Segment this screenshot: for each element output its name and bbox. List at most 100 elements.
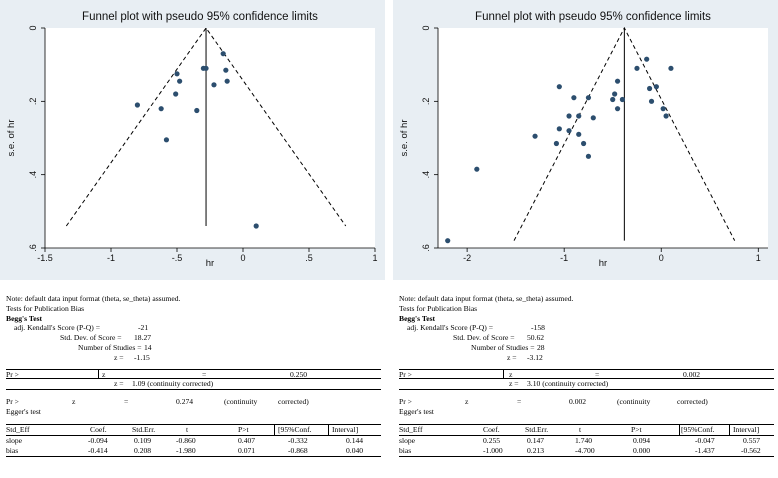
n-value: 14 bbox=[144, 342, 152, 352]
study-point bbox=[619, 96, 626, 103]
egger-header-row: Std_Eff Coef. Std.Err. t P>t [95%Conf. I… bbox=[6, 423, 381, 436]
x-tick-label: 1 bbox=[756, 253, 761, 263]
x-tick-label: -2 bbox=[463, 253, 471, 263]
study-point bbox=[174, 71, 180, 77]
x-tick-label: -.5 bbox=[172, 253, 183, 263]
study-point bbox=[610, 96, 616, 103]
col-header-0: Std_Eff bbox=[399, 424, 423, 434]
cell: 1.740 bbox=[575, 435, 593, 445]
x-tick-label: -1 bbox=[560, 253, 568, 263]
cell: slope bbox=[6, 435, 23, 445]
tests-title: Tests for Publication Bias bbox=[399, 303, 478, 313]
study-point bbox=[194, 107, 200, 114]
sd-label: Std. Dev. of Score = bbox=[60, 333, 122, 343]
cell: -0.332 bbox=[288, 435, 308, 445]
pr1-value: 0.002 bbox=[683, 369, 701, 379]
cell: 0.407 bbox=[238, 435, 256, 445]
pr2-cc1: (continuity bbox=[224, 397, 258, 407]
cell: -1.437 bbox=[695, 445, 715, 455]
study-point bbox=[556, 84, 562, 90]
cell: -0.868 bbox=[288, 445, 308, 455]
study-points bbox=[134, 51, 259, 229]
y-tick-label: .4 bbox=[421, 171, 431, 179]
y-tick-label: .2 bbox=[28, 98, 38, 106]
study-point bbox=[653, 84, 659, 90]
col-header-6: Interval] bbox=[332, 424, 359, 434]
n-label: Number of Studies = bbox=[471, 342, 535, 352]
cell: -0.047 bbox=[695, 435, 715, 445]
egger-header-row: Std_Eff Coef. Std.Err. t P>t [95%Conf. I… bbox=[399, 423, 774, 436]
study-point bbox=[576, 113, 582, 119]
study-point bbox=[648, 98, 655, 104]
kendall-value: -158 bbox=[531, 323, 545, 333]
cell: 0.000 bbox=[633, 445, 651, 455]
pr2-label: Pr > bbox=[6, 397, 19, 407]
cell: slope bbox=[399, 435, 416, 445]
study-point bbox=[634, 65, 640, 71]
sd-value: 18.27 bbox=[134, 333, 152, 343]
stats-left: Note: default data input format (theta, … bbox=[6, 294, 381, 457]
study-point bbox=[158, 106, 164, 112]
y-axis-label: s.e. of hr bbox=[399, 120, 410, 157]
study-point bbox=[646, 85, 653, 92]
cell: -0.414 bbox=[88, 445, 108, 455]
col-header-4: P>t bbox=[238, 424, 249, 434]
cc-z-value: 3.10 (continuity corrected) bbox=[527, 379, 609, 389]
pr2-value: 0.274 bbox=[176, 397, 194, 407]
cell: 0.208 bbox=[134, 445, 152, 455]
confidence-funnel bbox=[65, 27, 347, 227]
study-point bbox=[612, 91, 618, 97]
note-text: Note: default data input format (theta, … bbox=[6, 294, 181, 303]
study-point bbox=[163, 137, 170, 143]
col-header-3: t bbox=[579, 424, 582, 434]
y-axis-label: s.e. of hr bbox=[6, 120, 17, 157]
n-label: Number of Studies = bbox=[78, 342, 142, 352]
x-tick-label: -1 bbox=[107, 253, 115, 263]
x-tick-label: 0 bbox=[659, 253, 664, 263]
cell: 0.144 bbox=[346, 435, 364, 445]
study-point bbox=[614, 78, 621, 84]
study-point bbox=[173, 91, 179, 97]
study-point bbox=[614, 106, 621, 112]
table-row: slope -0.094 0.109 -0.860 0.407 -0.332 0… bbox=[6, 436, 381, 446]
study-point bbox=[571, 95, 577, 101]
tests-title: Tests for Publication Bias bbox=[6, 303, 85, 313]
study-point bbox=[553, 140, 560, 147]
egger-title: Egger's test bbox=[399, 407, 434, 417]
col-header-1: Coef. bbox=[483, 424, 500, 434]
cell: -0.094 bbox=[88, 435, 108, 445]
y-tick-label: .6 bbox=[421, 244, 431, 252]
study-point bbox=[134, 102, 140, 108]
col-header-4: P>t bbox=[631, 424, 642, 434]
pr2-z: z bbox=[72, 397, 76, 407]
y-tick-label: 0 bbox=[421, 25, 431, 30]
pr1-z: z bbox=[509, 369, 513, 379]
cell: 0.255 bbox=[483, 435, 501, 445]
y-tick-label: .2 bbox=[421, 98, 431, 106]
cell: -1.000 bbox=[483, 445, 503, 455]
cell: 0.040 bbox=[346, 445, 364, 455]
pr2-label: Pr > bbox=[399, 397, 412, 407]
plot-area bbox=[438, 28, 768, 248]
table-row: slope 0.255 0.147 1.740 0.094 -0.047 0.5… bbox=[399, 436, 774, 446]
right-panel: Funnel plot with pseudo 95% confidence l… bbox=[393, 0, 778, 478]
y-ticks: 0 .2 .4 .6 bbox=[421, 25, 438, 252]
study-point bbox=[668, 65, 674, 71]
table-row: bias -1.000 0.213 -4.700 0.000 -1.437 -0… bbox=[399, 446, 774, 457]
col-header-6: Interval] bbox=[733, 424, 760, 434]
study-point bbox=[590, 115, 596, 121]
study-point bbox=[556, 126, 562, 132]
pr2-value: 0.002 bbox=[569, 397, 587, 407]
funnel-plot-right: Funnel plot with pseudo 95% confidence l… bbox=[399, 11, 768, 269]
study-point bbox=[474, 166, 480, 172]
z-value: -3.12 bbox=[527, 352, 543, 362]
x-tick-label: 1 bbox=[372, 253, 377, 263]
study-point bbox=[224, 78, 230, 84]
plot-area bbox=[45, 28, 375, 248]
cell: -0.562 bbox=[741, 445, 761, 455]
pr2-eq: = bbox=[517, 397, 522, 407]
stats-right: Note: default data input format (theta, … bbox=[399, 294, 774, 457]
chart-title: Funnel plot with pseudo 95% confidence l… bbox=[475, 11, 711, 23]
col-header-3: t bbox=[186, 424, 189, 434]
pr2-eq: = bbox=[124, 397, 129, 407]
